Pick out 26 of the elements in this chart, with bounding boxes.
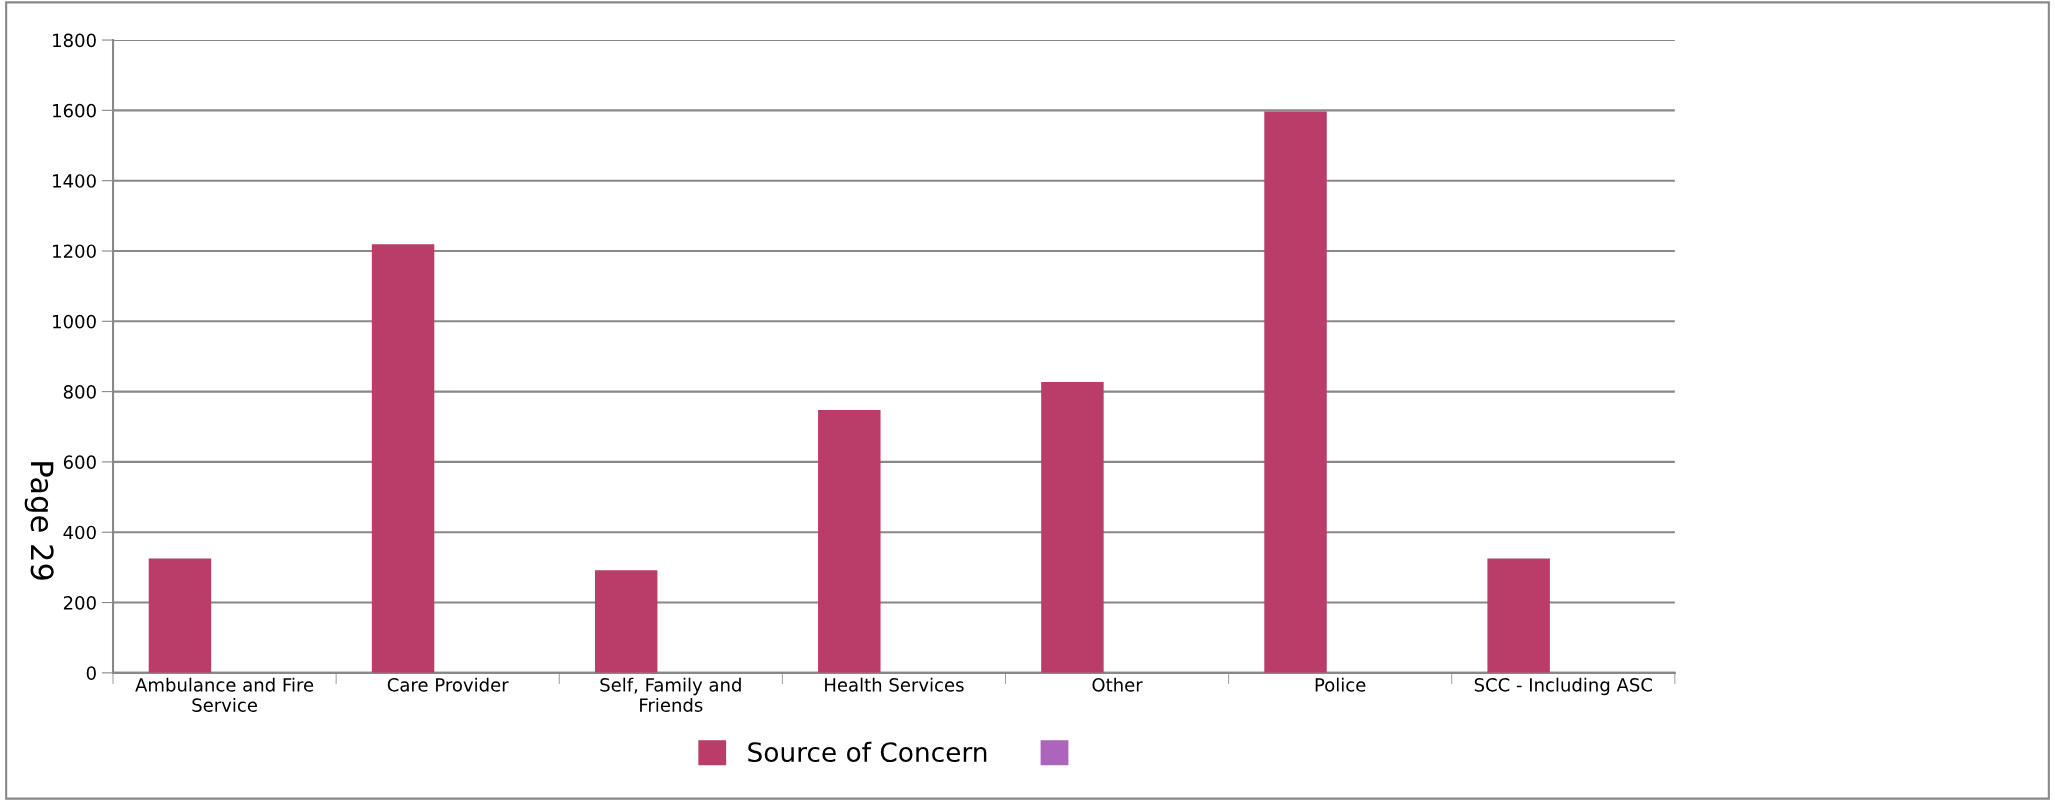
y-tick-label: 1800 (53, 33, 96, 48)
legend-label: Source of Concern (748, 741, 987, 763)
bar (148, 558, 212, 673)
x-tick-label: Other (1092, 677, 1143, 692)
y-tick-label: 1200 (53, 244, 96, 259)
y-tick-label: 0 (86, 666, 96, 680)
bar (1487, 558, 1550, 673)
y-tick-label: 400 (63, 525, 96, 540)
bar (594, 570, 658, 673)
x-tick-label: Police (1315, 677, 1366, 692)
text: Page 29 (24, 462, 54, 580)
x-tick-label: SCC - Including ASC (1474, 677, 1652, 696)
y-tick-label: 600 (63, 455, 96, 470)
x-tick-label: Health Services (825, 677, 964, 692)
y-tick-label: 1600 (53, 103, 96, 118)
x-tick-label: Care Provider (387, 677, 509, 692)
y-tick-label: 1400 (53, 174, 96, 188)
bar (371, 244, 435, 673)
bar (1041, 382, 1104, 673)
y-tick-label: 800 (63, 385, 96, 399)
x-tick-label: Self, Family and Friends (600, 677, 741, 712)
y-tick-label: 200 (63, 595, 96, 610)
x-tick-label: Ambulance and Fire Service (135, 677, 314, 712)
bar (818, 409, 881, 673)
y-tick-label: 1000 (53, 314, 96, 329)
bar (1264, 111, 1327, 673)
